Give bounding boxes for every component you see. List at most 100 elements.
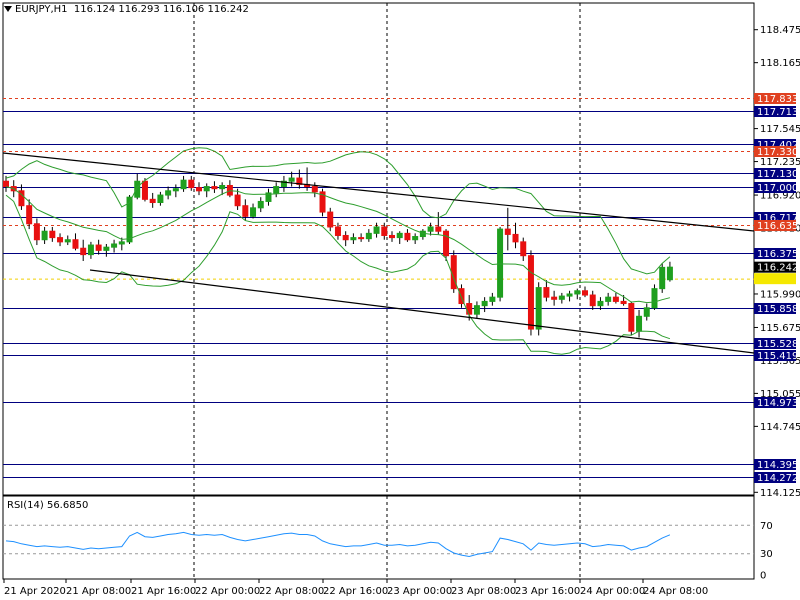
level-price-label: 115.858	[757, 304, 798, 315]
candle-body	[257, 200, 264, 209]
candle-body	[211, 186, 218, 190]
candle-body	[334, 226, 341, 236]
rsi-tick-label: 0	[760, 571, 766, 582]
bollinger-lower-band	[5, 194, 671, 355]
level-price-tag	[754, 139, 796, 150]
level-price-label: 115.419	[757, 351, 798, 362]
candle-body	[481, 300, 488, 307]
candle-body	[165, 190, 172, 196]
candle-body	[350, 237, 357, 241]
y-tick-label: 115.055	[760, 389, 800, 400]
level-price-label: 114.395	[757, 460, 798, 471]
bollinger-upper-band	[5, 147, 671, 275]
candle-body	[57, 237, 64, 243]
level-price-label: 117.330	[757, 147, 798, 158]
level-price-tag	[754, 303, 796, 314]
x-tick-label: 22 Apr 00:00	[195, 586, 260, 597]
level-price-tag	[754, 212, 796, 223]
candle-body	[203, 186, 210, 192]
candle-body	[659, 266, 666, 290]
candle-body	[33, 223, 40, 241]
candle-body	[3, 180, 9, 188]
level-price-tag	[754, 350, 796, 361]
candle-body	[628, 303, 635, 332]
candle-body	[558, 295, 565, 300]
y-tick-label: 118.165	[760, 58, 800, 69]
level-price-tag	[754, 146, 796, 157]
candle-body	[64, 239, 71, 243]
y-tick-label: 115.990	[760, 289, 800, 300]
candle-body	[582, 290, 588, 296]
x-tick-label: 22 Apr 16:00	[323, 586, 388, 597]
candle-body	[566, 293, 573, 297]
candle-body	[497, 228, 504, 298]
main-panel-frame	[2, 2, 755, 496]
current-price-label: 116.242	[757, 263, 798, 274]
candle-body	[443, 230, 450, 257]
level-price-label: 117.713	[757, 107, 798, 118]
candle-body	[342, 234, 349, 241]
candle-body	[95, 244, 102, 251]
candle-body	[118, 241, 125, 245]
symbol-label: EURJPY,H1	[15, 4, 68, 15]
x-tick-label: 21 Apr 2020	[4, 586, 66, 597]
x-tick-label: 24 Apr 00:00	[580, 586, 645, 597]
candle-body	[149, 198, 156, 204]
candle-body	[520, 241, 527, 257]
candle-body	[134, 180, 141, 198]
candle-body	[458, 288, 465, 305]
candle-body	[381, 226, 388, 236]
candle-body	[412, 236, 419, 241]
x-tick-label: 21 Apr 08:00	[66, 586, 131, 597]
level-price-tag	[754, 93, 796, 104]
candle-body	[180, 179, 187, 190]
candle-body	[551, 296, 558, 300]
level-price-tag	[754, 168, 796, 179]
candle-body	[196, 187, 202, 192]
level-price-label: 115.528	[757, 339, 798, 350]
candle-body	[365, 232, 372, 240]
level-price-label: 117.130	[757, 169, 798, 180]
candle-body	[126, 196, 133, 243]
y-tick-label: 116.920	[760, 191, 800, 202]
level-price-label: 116.375	[757, 249, 798, 260]
level-price-tag	[754, 248, 796, 259]
candle-body	[80, 247, 87, 256]
level-price-tag	[754, 472, 796, 483]
level-price-tag	[754, 182, 796, 193]
candle-body	[234, 194, 241, 207]
candle-body	[41, 230, 48, 241]
candle-body	[219, 184, 226, 190]
level-price-label: 116.635	[757, 221, 798, 232]
candle-body	[373, 226, 380, 234]
candle-body	[280, 180, 287, 188]
rsi-tick-label: 30	[760, 549, 773, 560]
candle-body	[620, 300, 627, 305]
candle-body	[87, 244, 94, 256]
upper-trendline	[2, 152, 755, 232]
candle-body	[49, 230, 56, 239]
candle-body	[535, 287, 542, 330]
candle-body	[157, 194, 164, 204]
candle-body	[311, 186, 318, 193]
rsi-tick-label: 70	[760, 521, 773, 532]
y-tick-label: 118.475	[760, 25, 800, 36]
candle-body	[504, 228, 511, 235]
level-price-label: 114.973	[757, 398, 798, 409]
candle-body	[111, 243, 118, 248]
candle-body	[396, 232, 403, 239]
candle-body	[473, 305, 480, 315]
ohlc-readout: 116.124 116.293 116.106 116.242	[73, 4, 249, 15]
candle-body	[389, 234, 395, 239]
candle-body	[265, 192, 272, 202]
rsi-line	[5, 531, 671, 558]
x-tick-label: 24 Apr 08:00	[643, 586, 708, 597]
candle-body	[489, 296, 496, 302]
candle-body	[172, 188, 179, 192]
dropdown-triangle-icon[interactable]	[4, 6, 12, 12]
current-price-marker	[754, 273, 796, 285]
candle-body	[327, 211, 334, 228]
x-tick-label: 23 Apr 16:00	[515, 586, 580, 597]
candle-body	[666, 266, 673, 281]
